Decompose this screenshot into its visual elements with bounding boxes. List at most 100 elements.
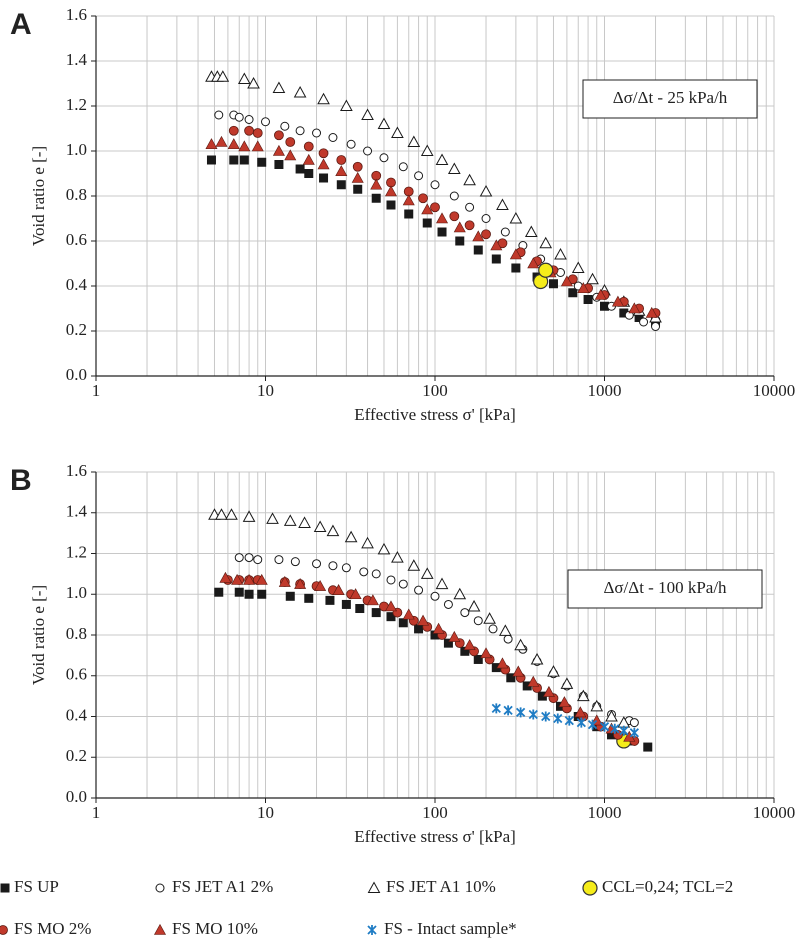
- y-tick-label: 0.2: [66, 320, 87, 339]
- marker: [473, 654, 483, 664]
- marker: [610, 723, 620, 734]
- marker: [341, 599, 351, 609]
- marker: [586, 272, 599, 285]
- marker: [463, 639, 476, 650]
- marker: [629, 718, 639, 728]
- marker: [418, 193, 428, 204]
- marker: [414, 624, 424, 634]
- marker: [435, 577, 449, 590]
- marker: [238, 140, 251, 152]
- marker: [229, 155, 239, 165]
- marker: [420, 144, 434, 156]
- marker: [490, 239, 503, 251]
- marker: [619, 308, 629, 318]
- y-tick-label: 1.6: [66, 5, 87, 24]
- marker: [503, 634, 513, 644]
- marker: [414, 585, 424, 595]
- marker: [560, 677, 574, 689]
- marker: [244, 589, 254, 599]
- marker: [460, 646, 470, 656]
- marker: [257, 589, 267, 599]
- x-tick-label: 1: [92, 381, 101, 400]
- marker: [587, 719, 598, 730]
- legend-label: FS MO 10%: [172, 919, 258, 938]
- marker: [274, 555, 284, 565]
- marker: [481, 229, 491, 240]
- marker: [370, 178, 383, 190]
- y-axis-label: Void ratio e [-]: [29, 146, 48, 246]
- marker: [576, 717, 586, 728]
- marker: [430, 180, 440, 190]
- marker: [391, 551, 404, 563]
- marker: [430, 202, 440, 213]
- marker: [313, 520, 327, 533]
- marker: [430, 591, 440, 601]
- marker: [252, 128, 263, 138]
- marker: [359, 567, 369, 577]
- marker: [402, 608, 415, 620]
- x-tick-label: 1: [92, 803, 101, 822]
- legend-marker: [582, 880, 598, 896]
- marker: [247, 76, 260, 89]
- marker: [303, 141, 314, 152]
- marker: [266, 512, 279, 524]
- marker: [398, 618, 408, 628]
- marker: [319, 173, 329, 183]
- marker: [496, 657, 509, 669]
- marker: [447, 162, 461, 174]
- x-tick-label: 100: [422, 381, 448, 400]
- marker: [318, 148, 329, 159]
- marker: [216, 70, 230, 82]
- marker: [548, 279, 558, 289]
- legend-marker: [153, 923, 167, 935]
- marker: [251, 140, 264, 152]
- marker: [465, 202, 475, 212]
- marker: [371, 608, 381, 618]
- marker: [449, 211, 460, 222]
- marker: [634, 313, 644, 322]
- marker: [386, 575, 396, 585]
- marker: [576, 689, 590, 702]
- marker: [346, 139, 356, 149]
- marker: [453, 587, 467, 600]
- marker: [363, 146, 373, 156]
- marker: [355, 604, 365, 614]
- marker: [547, 665, 560, 677]
- marker: [314, 579, 327, 591]
- marker: [234, 553, 244, 563]
- panel-label: A: [10, 8, 32, 41]
- marker: [460, 608, 470, 618]
- marker: [599, 721, 610, 732]
- y-tick-label: 0.8: [66, 624, 87, 643]
- marker: [255, 573, 268, 585]
- marker: [577, 282, 590, 294]
- marker: [420, 567, 434, 579]
- marker: [564, 715, 574, 726]
- marker: [317, 158, 330, 170]
- marker: [328, 133, 338, 142]
- x-tick-label: 1000: [588, 803, 622, 822]
- x-tick-label: 1000: [588, 381, 622, 400]
- marker: [511, 263, 521, 273]
- y-tick-label: 1.4: [66, 502, 88, 521]
- marker: [480, 647, 493, 659]
- x-axis-label: Effective stress σ' [kPa]: [354, 405, 516, 424]
- legend-marker: [367, 881, 381, 893]
- legend-marker: [367, 925, 377, 935]
- marker: [455, 236, 465, 246]
- marker: [421, 203, 434, 215]
- y-tick-label: 0.4: [66, 275, 88, 294]
- marker: [437, 227, 447, 237]
- marker: [491, 254, 501, 264]
- marker: [274, 130, 284, 141]
- marker: [328, 561, 338, 571]
- marker: [384, 600, 397, 612]
- marker: [349, 588, 362, 600]
- marker: [298, 516, 311, 528]
- marker: [473, 245, 483, 255]
- marker: [257, 157, 267, 167]
- marker: [473, 616, 483, 626]
- marker: [537, 691, 547, 701]
- marker: [278, 575, 291, 587]
- y-tick-label: 0.2: [66, 746, 87, 765]
